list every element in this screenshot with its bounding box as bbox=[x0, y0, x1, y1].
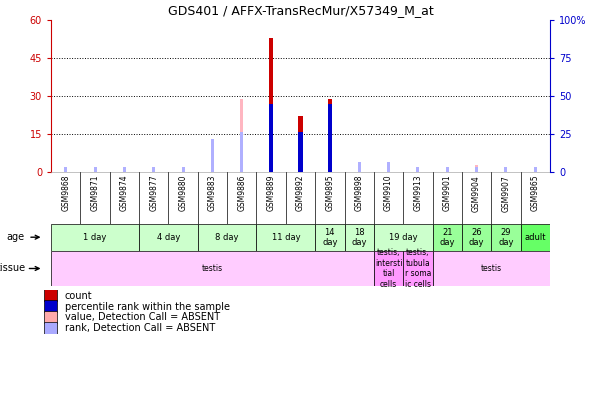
Text: GSM9883: GSM9883 bbox=[208, 175, 217, 211]
Bar bbox=[344, 224, 374, 251]
Bar bbox=[51, 251, 374, 286]
Bar bbox=[198, 224, 257, 251]
Text: GSM9904: GSM9904 bbox=[472, 175, 481, 211]
Text: testis: testis bbox=[481, 264, 502, 273]
Bar bbox=[520, 224, 550, 251]
Bar bbox=[358, 162, 361, 172]
Bar bbox=[462, 224, 491, 251]
Text: GSM9865: GSM9865 bbox=[531, 175, 540, 211]
Bar bbox=[51, 224, 139, 251]
Text: 29
day: 29 day bbox=[498, 228, 514, 247]
Bar bbox=[433, 251, 550, 286]
Bar bbox=[211, 152, 214, 172]
Bar bbox=[240, 99, 243, 172]
Bar bbox=[534, 167, 537, 172]
Text: value, Detection Call = ABSENT: value, Detection Call = ABSENT bbox=[65, 312, 220, 322]
Text: age: age bbox=[6, 232, 25, 242]
Bar bbox=[328, 99, 332, 172]
Text: tissue: tissue bbox=[0, 263, 26, 274]
Bar bbox=[433, 224, 462, 251]
Bar bbox=[44, 300, 57, 312]
Bar bbox=[387, 162, 390, 172]
Bar bbox=[64, 167, 67, 172]
Text: GSM9913: GSM9913 bbox=[413, 175, 423, 211]
Text: adult: adult bbox=[525, 233, 546, 242]
Bar bbox=[475, 165, 478, 172]
Bar bbox=[504, 167, 507, 172]
Bar bbox=[328, 104, 332, 172]
Bar bbox=[446, 167, 449, 172]
Bar bbox=[475, 167, 478, 172]
Text: percentile rank within the sample: percentile rank within the sample bbox=[65, 302, 230, 312]
Text: 14
day: 14 day bbox=[322, 228, 338, 247]
Text: GSM9886: GSM9886 bbox=[237, 175, 246, 211]
Text: GSM9910: GSM9910 bbox=[384, 175, 393, 211]
Text: testis,
tubula
r soma
ic cells: testis, tubula r soma ic cells bbox=[404, 248, 431, 289]
Bar bbox=[403, 251, 433, 286]
Bar bbox=[123, 167, 126, 172]
Text: count: count bbox=[65, 291, 92, 301]
Text: GSM9868: GSM9868 bbox=[61, 175, 70, 211]
Text: GSM9907: GSM9907 bbox=[501, 175, 510, 211]
Bar bbox=[44, 322, 57, 334]
Bar bbox=[44, 289, 57, 301]
Text: 8 day: 8 day bbox=[215, 233, 239, 242]
Text: GSM9901: GSM9901 bbox=[443, 175, 452, 211]
Text: testis,
intersti
tial
cells: testis, intersti tial cells bbox=[375, 248, 402, 289]
Text: GSM9889: GSM9889 bbox=[267, 175, 276, 211]
Bar bbox=[358, 165, 361, 172]
Text: 1 day: 1 day bbox=[84, 233, 107, 242]
Bar bbox=[315, 224, 344, 251]
Bar bbox=[139, 224, 198, 251]
Bar bbox=[269, 104, 273, 172]
Bar bbox=[240, 131, 243, 172]
Text: 18
day: 18 day bbox=[352, 228, 367, 247]
Bar bbox=[416, 167, 419, 172]
Bar bbox=[152, 167, 155, 172]
Text: GSM9895: GSM9895 bbox=[325, 175, 334, 211]
Bar bbox=[374, 224, 433, 251]
Text: 26
day: 26 day bbox=[469, 228, 484, 247]
Text: 21
day: 21 day bbox=[439, 228, 455, 247]
Text: 4 day: 4 day bbox=[157, 233, 180, 242]
Bar bbox=[257, 224, 315, 251]
Text: testis: testis bbox=[202, 264, 223, 273]
Bar bbox=[94, 167, 97, 172]
Bar bbox=[44, 311, 57, 323]
Text: GSM9874: GSM9874 bbox=[120, 175, 129, 211]
Bar bbox=[182, 167, 185, 172]
Text: GSM9871: GSM9871 bbox=[91, 175, 100, 211]
Text: GSM9892: GSM9892 bbox=[296, 175, 305, 211]
Text: GSM9898: GSM9898 bbox=[355, 175, 364, 211]
Text: 19 day: 19 day bbox=[389, 233, 418, 242]
Text: GSM9880: GSM9880 bbox=[178, 175, 188, 211]
Bar bbox=[491, 224, 520, 251]
Bar bbox=[298, 131, 303, 172]
Bar bbox=[211, 139, 214, 172]
Text: rank, Detection Call = ABSENT: rank, Detection Call = ABSENT bbox=[65, 324, 215, 333]
Title: GDS401 / AFFX-TransRecMur/X57349_M_at: GDS401 / AFFX-TransRecMur/X57349_M_at bbox=[168, 4, 433, 17]
Bar bbox=[374, 251, 403, 286]
Text: 11 day: 11 day bbox=[272, 233, 300, 242]
Bar bbox=[298, 116, 303, 172]
Text: GSM9877: GSM9877 bbox=[149, 175, 158, 211]
Bar bbox=[269, 38, 273, 172]
